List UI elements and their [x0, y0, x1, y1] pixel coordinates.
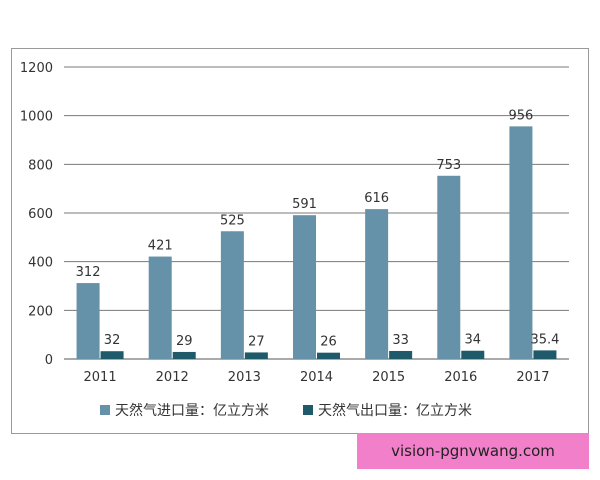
x-tick-label: 2016	[444, 370, 477, 385]
x-tick-label: 2012	[156, 370, 189, 385]
chart-frame	[11, 48, 589, 434]
data-label-export: 29	[176, 334, 193, 349]
data-label-import: 616	[364, 191, 389, 206]
data-label-import: 591	[292, 197, 317, 212]
bar-export	[461, 350, 485, 359]
bar-import	[509, 126, 533, 359]
data-label-export: 32	[104, 333, 121, 348]
data-label-import: 753	[436, 158, 461, 173]
bar-export	[172, 351, 196, 359]
legend: 天然气进口量：亿立方米 天然气出口量：亿立方米	[100, 400, 506, 420]
bar-export	[317, 352, 340, 359]
legend-swatch-export	[303, 405, 313, 415]
data-label-import: 956	[509, 108, 534, 123]
data-label-export: 33	[392, 333, 409, 348]
bar-export	[244, 352, 268, 359]
legend-item-import: 天然气进口量：亿立方米	[100, 400, 269, 420]
bar-export	[533, 350, 557, 359]
y-tick-label: 600	[28, 207, 53, 222]
bar-export	[100, 351, 124, 359]
legend-label-import: 天然气进口量：亿立方米	[115, 403, 269, 419]
bar-import	[148, 256, 172, 359]
legend-item-export: 天然气出口量：亿立方米	[303, 400, 472, 420]
data-label-export: 34	[465, 333, 482, 348]
x-tick-label: 2015	[372, 370, 405, 385]
legend-swatch-import	[100, 405, 110, 415]
x-tick-label: 2014	[300, 370, 333, 385]
bar-import	[437, 175, 461, 359]
bar-import	[293, 215, 316, 359]
legend-label-export: 天然气出口量：亿立方米	[318, 403, 472, 419]
y-tick-label: 400	[28, 256, 53, 271]
data-label-import: 525	[220, 213, 245, 228]
data-label-import: 312	[76, 265, 101, 280]
bar-import	[220, 231, 244, 359]
data-label-export: 35.4	[530, 332, 559, 347]
watermark-text: vision-pgnvwang.com	[391, 442, 555, 460]
data-label-import: 421	[148, 239, 173, 254]
data-label-export: 26	[320, 335, 337, 350]
bar-export	[389, 350, 413, 359]
y-tick-label: 0	[45, 353, 53, 368]
bar-import	[365, 209, 389, 359]
y-tick-label: 800	[28, 158, 53, 173]
x-tick-label: 2011	[84, 370, 117, 385]
bar-import	[76, 283, 100, 359]
y-tick-label: 200	[28, 304, 53, 319]
x-tick-label: 2017	[516, 370, 549, 385]
watermark: vision-pgnvwang.com	[357, 433, 589, 469]
data-label-export: 27	[248, 334, 265, 349]
x-tick-label: 2013	[228, 370, 261, 385]
y-tick-label: 1000	[20, 110, 53, 125]
y-tick-label: 1200	[20, 61, 53, 76]
